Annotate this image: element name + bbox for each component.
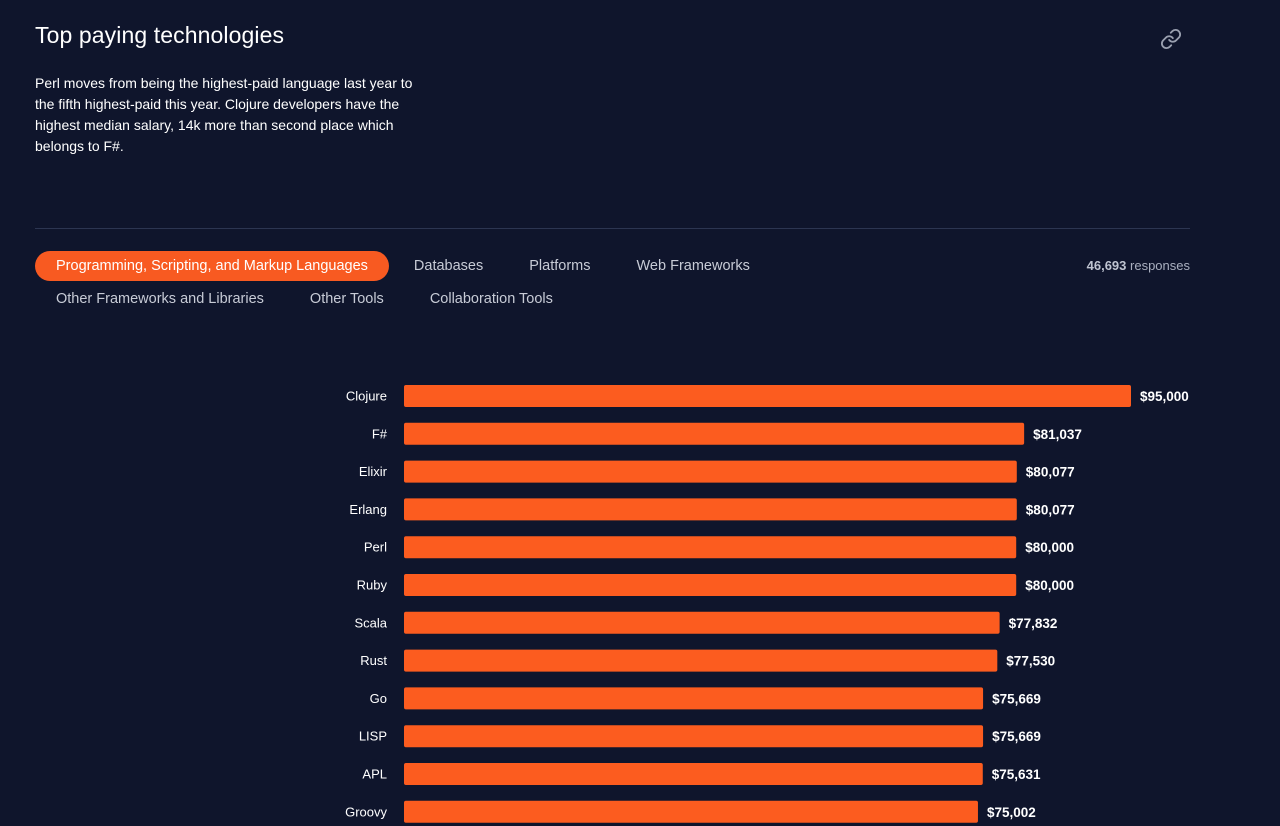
value-label: $75,631 <box>992 767 1041 782</box>
responses-count: 46,693 responses <box>1087 258 1190 273</box>
category-label: Rust <box>360 653 387 668</box>
category-label: Ruby <box>357 578 388 593</box>
value-label: $81,037 <box>1033 427 1082 442</box>
page-description: Perl moves from being the highest-paid l… <box>35 75 413 154</box>
tab-programming-languages[interactable]: Programming, Scripting, and Markup Langu… <box>35 251 389 281</box>
bar[interactable] <box>404 800 978 823</box>
bar[interactable] <box>404 422 1025 445</box>
tab-collaboration-tools[interactable]: Collaboration Tools <box>429 291 553 307</box>
salary-bar-chart: Clojure $95,000 F# $81,037 Elixir $80,077 Erla… <box>345 385 1189 823</box>
bar[interactable] <box>404 498 1017 521</box>
tabs-row-2: Other Frameworks and Libraries Other Too… <box>35 284 578 314</box>
category-label: LISP <box>359 729 387 744</box>
value-label: $80,000 <box>1025 540 1074 555</box>
tabs-row-1: Programming, Scripting, and Markup Langu… <box>35 251 775 281</box>
section-divider <box>35 228 1190 229</box>
bar[interactable] <box>404 649 998 672</box>
category-label: Clojure <box>346 389 387 404</box>
category-label: Groovy <box>345 804 387 819</box>
category-label: Scala <box>354 615 387 630</box>
category-label: F# <box>372 426 388 441</box>
category-label: Go <box>370 691 387 706</box>
value-label: $80,077 <box>1026 502 1075 517</box>
responses-number: 46,693 <box>1086 258 1127 273</box>
value-label: $95,000 <box>1140 389 1189 404</box>
value-label: $77,530 <box>1006 654 1055 669</box>
category-label: Erlang <box>349 502 387 517</box>
tab-other-tools[interactable]: Other Tools <box>309 291 384 307</box>
category-label: Perl <box>364 540 387 555</box>
category-label: Elixir <box>359 464 388 479</box>
value-label: $80,077 <box>1026 465 1075 480</box>
page-title: Top paying technologies <box>35 22 285 48</box>
bar[interactable] <box>404 536 1017 559</box>
bar[interactable] <box>404 460 1017 483</box>
bar[interactable] <box>404 385 1131 407</box>
value-label: $75,669 <box>992 729 1041 744</box>
value-label: $77,832 <box>1009 616 1058 631</box>
category-label: APL <box>362 767 387 782</box>
link-icon[interactable] <box>1160 28 1182 50</box>
bar[interactable] <box>404 574 1017 596</box>
bar[interactable] <box>404 763 983 785</box>
bar[interactable] <box>404 611 1000 634</box>
value-label: $75,002 <box>987 805 1036 820</box>
tab-databases[interactable]: Databases <box>413 258 484 274</box>
tab-other-frameworks[interactable]: Other Frameworks and Libraries <box>56 291 264 307</box>
value-label: $80,000 <box>1025 578 1074 593</box>
value-label: $75,669 <box>992 691 1041 706</box>
bar[interactable] <box>404 725 984 748</box>
responses-label: responses <box>1130 258 1190 273</box>
tab-platforms[interactable]: Platforms <box>529 258 591 274</box>
tab-web-frameworks[interactable]: Web Frameworks <box>636 258 750 274</box>
bar[interactable] <box>404 687 984 710</box>
